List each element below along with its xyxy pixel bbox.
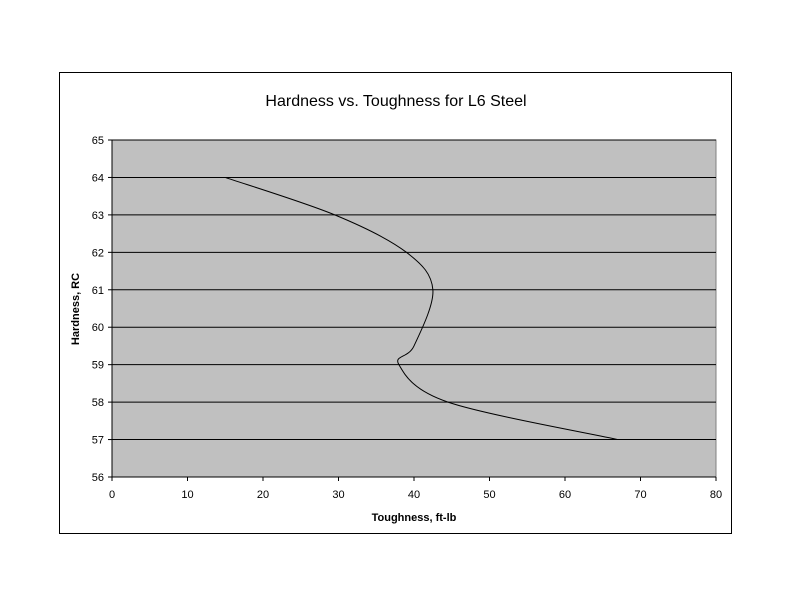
y-tick-label: 63 [92,210,104,222]
y-tick-label: 62 [92,247,104,259]
y-tick-label: 57 [92,435,104,447]
plot-area [111,139,717,478]
y-tick-label: 61 [92,285,104,297]
y-axis-title: Hardness, RC [70,273,82,345]
grid-lines [112,139,716,441]
x-axis-title: Toughness, ft-lb [372,512,457,524]
y-tick-label: 56 [92,472,104,484]
x-axis: 0 10 20 30 40 50 60 70 80 [109,476,722,501]
y-tick-label: 65 [92,135,104,147]
x-tick-label: 40 [408,489,420,501]
y-axis: 56 57 58 59 60 61 62 63 64 65 [92,135,113,484]
x-tick-label: 50 [483,489,495,501]
x-tick-label: 80 [710,489,722,501]
x-tick-label: 20 [257,489,269,501]
y-tick-label: 64 [92,172,104,184]
x-tick-label: 60 [559,489,571,501]
x-tick-label: 0 [109,489,115,501]
y-tick-label: 60 [92,322,104,334]
series-line [225,176,618,441]
x-tick-label: 10 [181,489,193,501]
y-tick-label: 59 [92,360,104,372]
x-tick-label: 70 [634,489,646,501]
x-tick-label: 30 [332,489,344,501]
chart-title: Hardness vs. Toughness for L6 Steel [265,93,526,110]
y-tick-label: 58 [92,397,104,409]
